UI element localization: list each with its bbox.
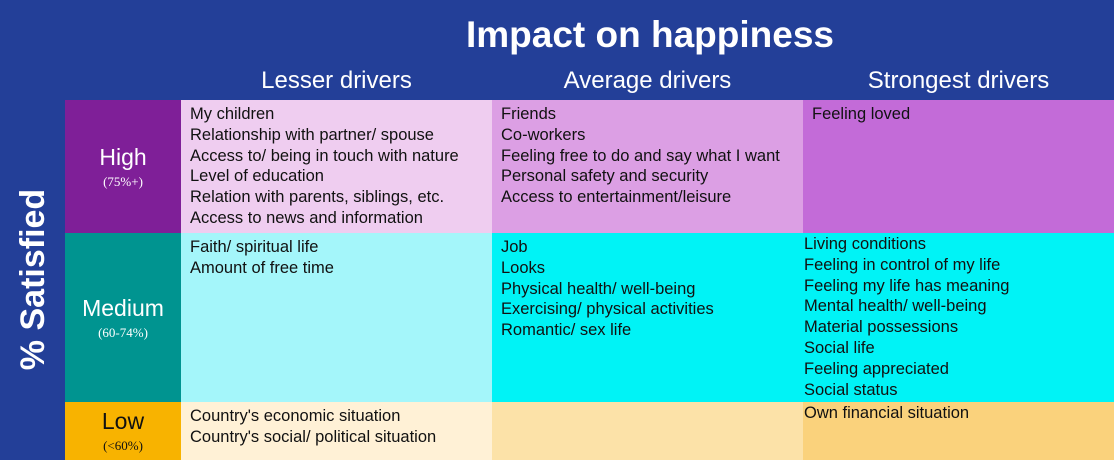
- driver-item: Faith/ spiritual life: [190, 238, 319, 256]
- cell-medium-strongest: Living conditions Feeling in control of m…: [803, 233, 1114, 402]
- cell-high-strongest: Feeling loved: [803, 100, 1114, 233]
- cell-low-average: [492, 402, 803, 460]
- driver-item: Social life: [804, 338, 875, 357]
- driver-item: My children: [190, 105, 275, 123]
- row-header-label: Medium: [82, 294, 164, 321]
- driver-item: Friends: [501, 105, 557, 123]
- cell-high-lesser: My children Relationship with partner/ sp…: [181, 100, 492, 233]
- header-band: [0, 0, 1114, 100]
- row-header-range: (<60%): [103, 438, 143, 453]
- driver-item: Romantic/ sex life: [501, 321, 632, 340]
- driver-item: Feeling appreciated: [804, 359, 949, 378]
- driver-item: Co-workers: [501, 125, 586, 144]
- driver-item: Feeling my life has meaning: [804, 276, 1010, 295]
- row-header-range: (75%+): [103, 173, 143, 189]
- row-header-medium: Medium (60-74%): [65, 233, 181, 402]
- y-axis-label: % Satisfied: [14, 188, 53, 370]
- driver-item: Access to entertainment/leisure: [501, 188, 732, 207]
- driver-item: Feeling in control of my life: [804, 255, 1001, 274]
- side-band: [0, 0, 65, 460]
- row-header-low: Low (<60%): [65, 402, 181, 460]
- driver-item: Feeling loved: [812, 105, 911, 123]
- driver-item: Exercising/ physical activities: [501, 300, 714, 319]
- driver-item: Living conditions: [804, 235, 926, 253]
- cell-low-strongest: Own financial situation: [803, 402, 1114, 460]
- driver-item: Relation with parents, siblings, etc.: [190, 188, 445, 207]
- driver-item: Social status: [804, 380, 898, 399]
- row-header-range: (60-74%): [98, 324, 148, 340]
- driver-item: Feeling free to do and say what I want: [501, 146, 780, 165]
- driver-item: Physical health/ well-being: [501, 279, 696, 298]
- driver-item: Amount of free time: [190, 258, 334, 277]
- cell-medium-lesser: Faith/ spiritual life Amount of free time: [181, 233, 492, 402]
- driver-item: Looks: [501, 258, 546, 277]
- cell-medium-average: Job Looks Physical health/ well-being Exerc…: [492, 233, 803, 402]
- driver-item: Access to/ being in touch with nature: [190, 146, 459, 165]
- driver-item: Country's social/ political situation: [190, 427, 437, 446]
- driver-item: Material possessions: [804, 318, 959, 337]
- column-header-lesser: Lesser drivers: [261, 67, 412, 94]
- row-header-high: High (75%+): [65, 100, 181, 233]
- cell-low-lesser: Country's economic situation Country's so…: [181, 402, 492, 460]
- driver-item: Mental health/ well-being: [804, 297, 987, 316]
- column-header-strongest: Strongest drivers: [867, 67, 1050, 94]
- driver-item: Job: [501, 238, 528, 256]
- row-header-label: Low: [101, 408, 145, 434]
- driver-item: Level of education: [190, 167, 324, 186]
- driver-item: Relationship with partner/ spouse: [190, 125, 434, 144]
- driver-item: Personal safety and security: [501, 167, 709, 186]
- driver-item: Country's economic situation: [190, 407, 401, 425]
- row-header-label: High: [99, 143, 147, 170]
- driver-item: Own financial situation: [804, 404, 970, 422]
- cell-high-average: Friends Co-workers Feeling free to do and …: [492, 100, 803, 233]
- column-header-average: Average drivers: [563, 67, 732, 94]
- driver-item: Access to news and information: [190, 208, 423, 227]
- chart-title: Impact on happiness: [465, 14, 834, 55]
